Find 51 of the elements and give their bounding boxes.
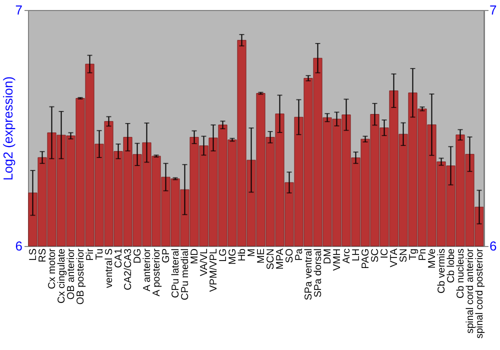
x-tick-label: Cb nucleus [455, 248, 466, 299]
x-tick-label: MVe [426, 248, 438, 269]
x-tick-label: DG [132, 248, 144, 264]
x-tick-label: SPa dorsal [312, 248, 324, 298]
x-tick-label: VA/VL [198, 248, 210, 276]
x-tick-label: Pa [294, 248, 305, 261]
x-tick-label: SN [398, 248, 410, 262]
x-tick-label: VTA [388, 248, 400, 268]
x-tick-label: SO [284, 248, 296, 263]
x-tick-label: LG [218, 248, 229, 262]
x-tick-label: A anterior [142, 248, 153, 292]
x-tick-label: A posterior [151, 248, 162, 296]
x-tick-label: DM [322, 248, 334, 264]
x-tick-label: CPu lateral [170, 248, 182, 298]
x-tick-label: CPu medial [180, 248, 191, 300]
x-tick-label: Cb vermis [436, 248, 448, 294]
x-tick-label: MD [189, 248, 200, 264]
x-tick-label: PAG [360, 248, 372, 269]
x-tick-label: GP [160, 248, 172, 263]
x-tick-label: LH [350, 248, 362, 262]
x-tick-label: ME [256, 248, 267, 264]
x-tick-label: Cb lobe [446, 248, 457, 283]
x-tick-label: Cx cingulate [56, 248, 68, 304]
x-tick-label: IC [379, 248, 390, 258]
x-tick-label: ventral S [104, 248, 115, 288]
x-tick-label: OB anterior [66, 248, 77, 300]
x-tick-label: Arc [341, 248, 352, 264]
x-tick-label: Cx motor [46, 248, 58, 290]
x-tick-label: SCN [265, 248, 276, 270]
x-tick-label: Pir [84, 248, 96, 261]
x-tick-label: Pn [417, 248, 428, 261]
x-tick-label: spinal cord posterior [474, 248, 486, 339]
x-tick-label: VPM/VPL [208, 248, 220, 292]
x-tick-label: RS [37, 248, 48, 262]
x-tick-label: CA1 [113, 248, 124, 268]
x-tick-label: M [246, 248, 258, 257]
x-tick-label: VMH [332, 248, 343, 271]
x-tick-label: Tg [408, 248, 419, 260]
x-tick-label: LS [28, 248, 39, 261]
x-tick-label: spinal cord anterior [464, 248, 476, 334]
x-tick-label: SC [370, 248, 381, 262]
x-tick-label: Hb [236, 248, 248, 262]
y2-tick-label: 7 [490, 2, 497, 18]
x-tick-label: CA2/CA3 [122, 248, 134, 290]
y-axis-title: Log2 (expression) [0, 76, 16, 181]
y2-tick-label: 6 [490, 238, 497, 254]
x-tick-label: MG [227, 248, 238, 265]
x-tick-label: OB posterior [75, 248, 86, 305]
x-tick-label: Tu [94, 248, 106, 260]
x-tick-label: SPa ventral [303, 248, 314, 300]
x-tick-label: MPA [274, 248, 286, 270]
